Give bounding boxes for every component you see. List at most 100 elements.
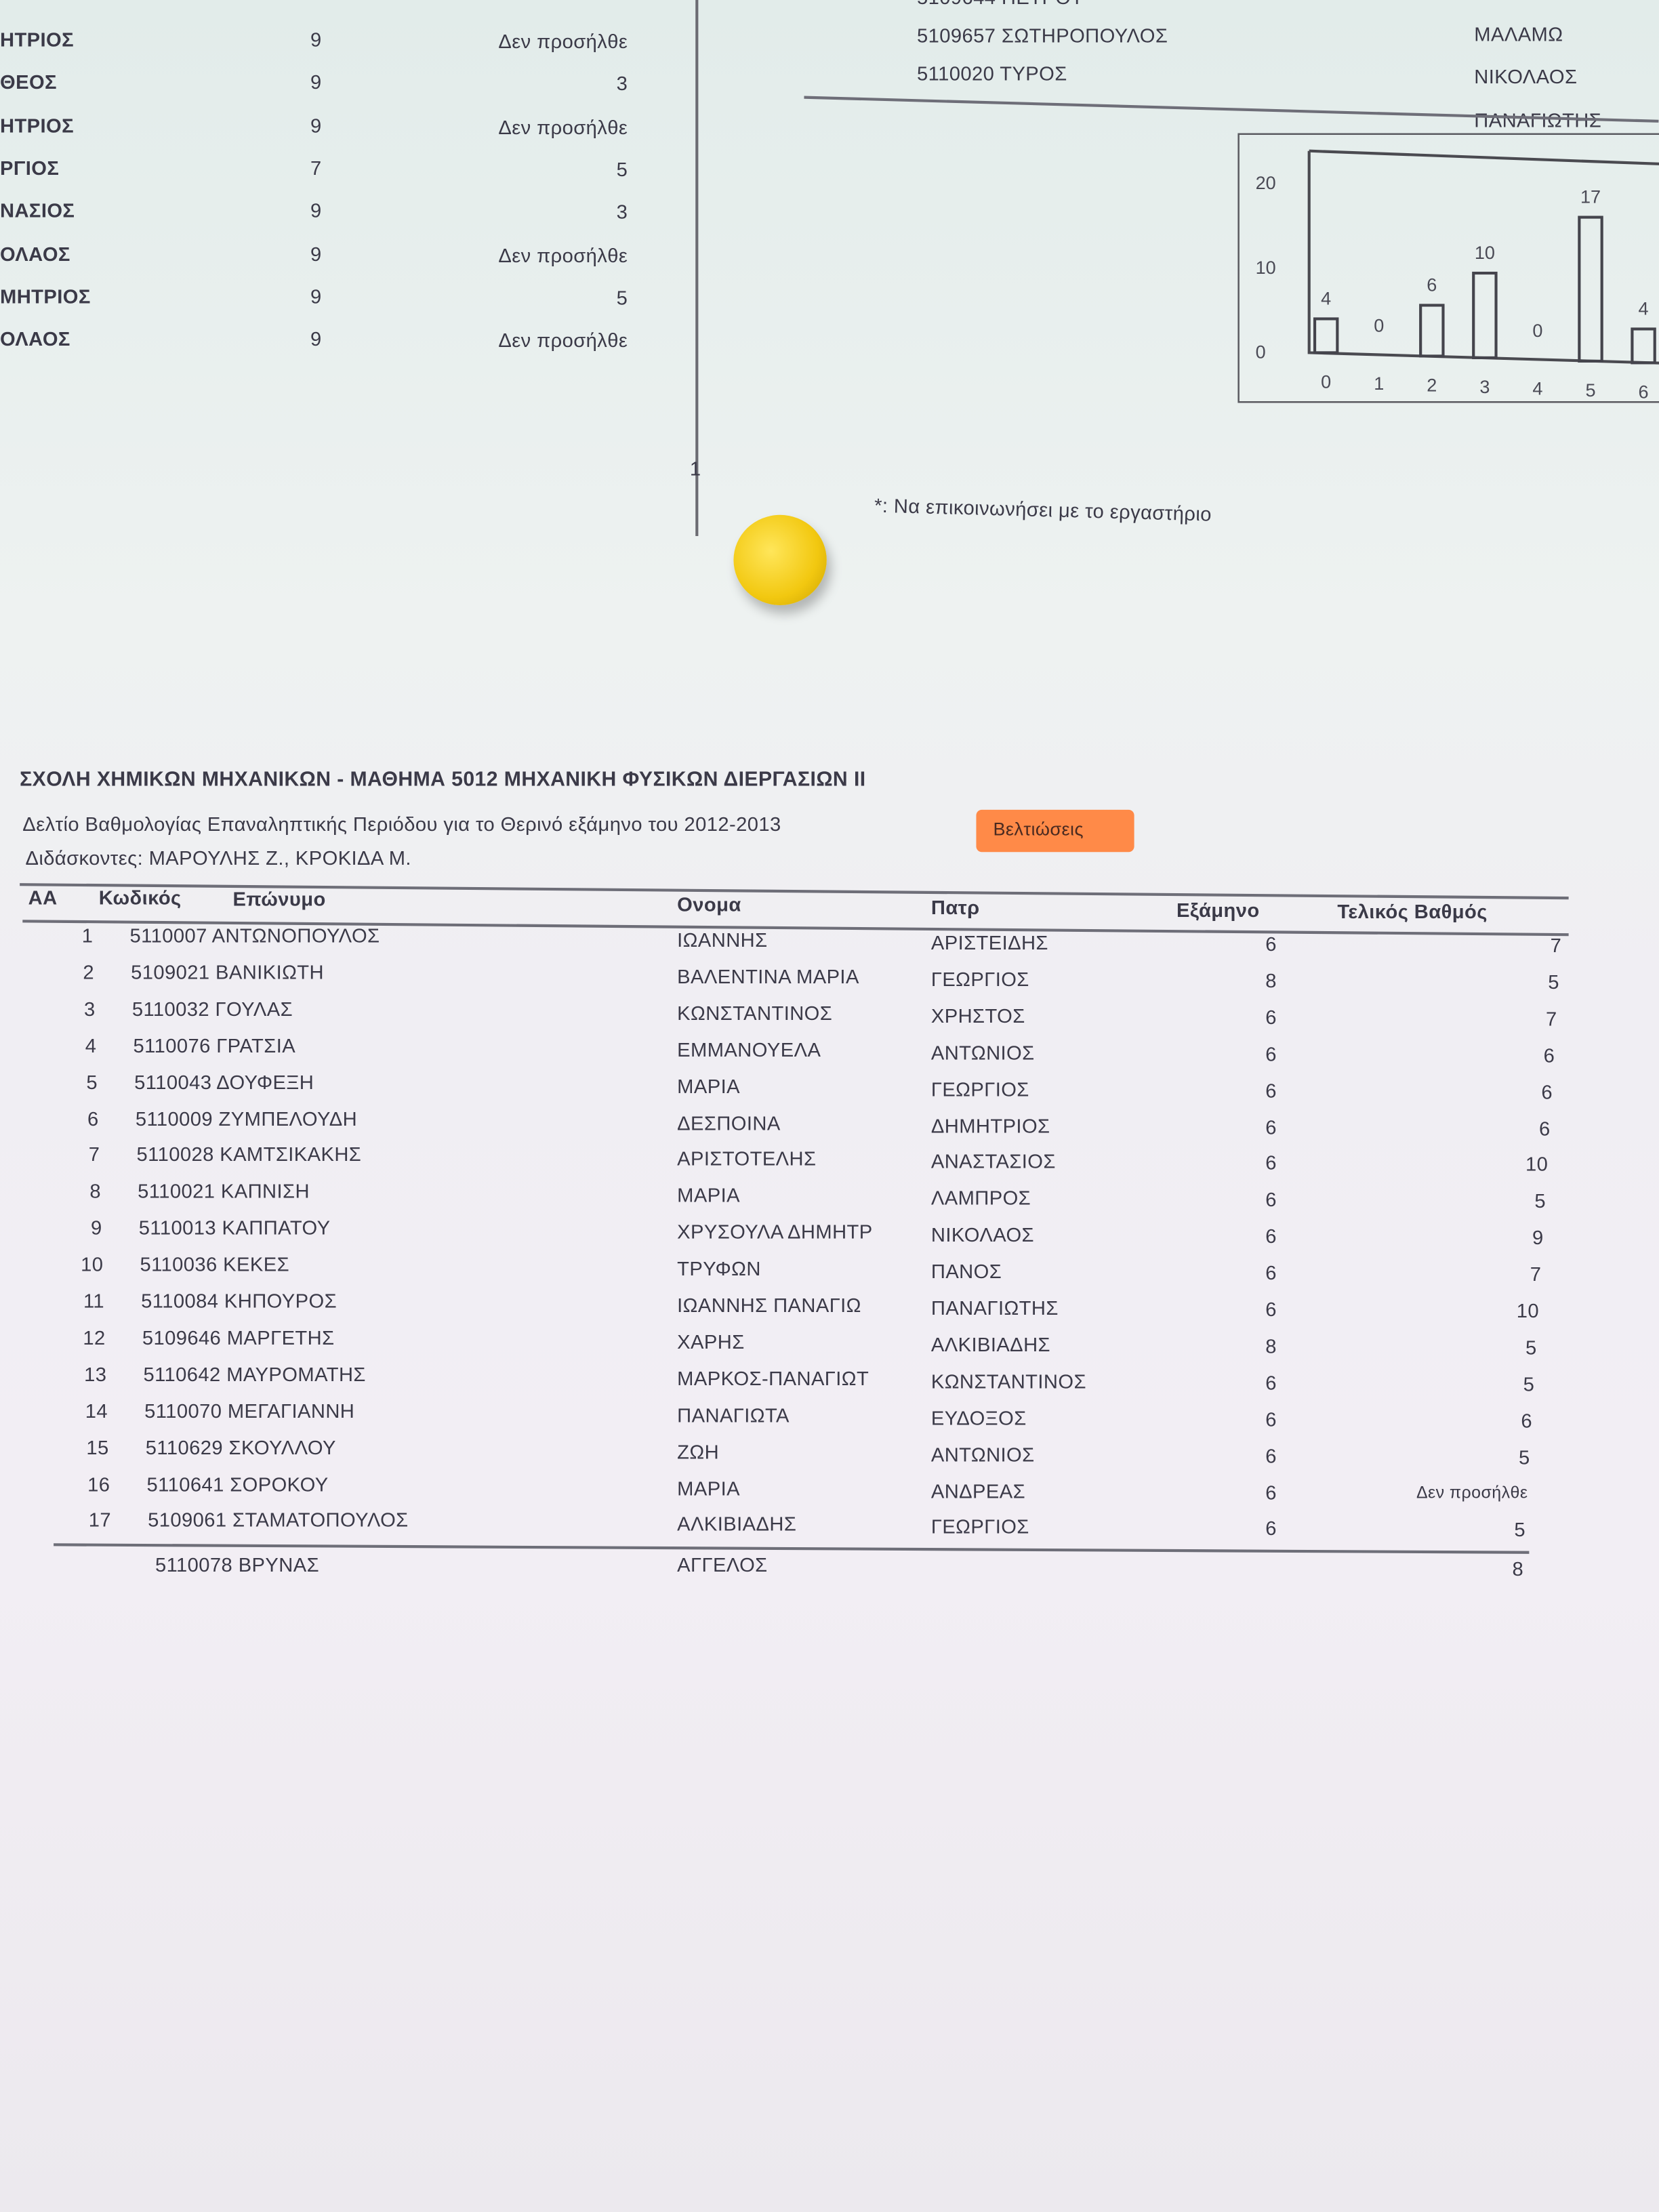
extra-row-final: 8 xyxy=(1512,1557,1524,1580)
row-patr: ΓΕΩΡΓΙΟΣ xyxy=(930,1515,1029,1538)
header-semester: Εξάμηνο xyxy=(1176,898,1260,922)
student-first-name: ΗΤΡΙΟΣ xyxy=(0,28,75,51)
row-final-grade: 5 xyxy=(1548,970,1559,994)
x-tick-label: 4 xyxy=(1532,378,1542,398)
row-aa: 10 xyxy=(81,1252,104,1275)
bar xyxy=(1419,304,1445,358)
row-aa: 1 xyxy=(81,924,94,947)
semester: 9 xyxy=(310,199,322,222)
row-name: ΑΛΚΙΒΙΑΔΗΣ xyxy=(677,1513,797,1536)
row-name: ΕΜΜΑΝΟΥΕΛΑ xyxy=(677,1038,821,1061)
row-name: ΠΑΝΑΓΙΩΤΑ xyxy=(677,1403,790,1426)
semester: 9 xyxy=(310,70,322,94)
y-tick-label: 10 xyxy=(1256,258,1276,278)
x-tick-label: 3 xyxy=(1479,377,1490,397)
x-tick-label: 5 xyxy=(1585,380,1595,401)
semester: 9 xyxy=(310,113,322,137)
row-final-grade: 5 xyxy=(1519,1445,1530,1469)
row-code-surname: 5109061 ΣΤΑΜΑΤΟΠΟΥΛΟΣ xyxy=(148,1509,409,1532)
row-name: ΧΡΥΣΟΥΛΑ ΔΗΜΗΤΡ xyxy=(677,1220,873,1244)
row-code-surname: 5109021 ΒΑΝΙΚΙΩΤΗ xyxy=(131,960,324,983)
row-patr: ΑΝΔΡΕΑΣ xyxy=(930,1479,1026,1502)
row-semester: 6 xyxy=(1265,1407,1277,1431)
x-tick-label: 1 xyxy=(1374,373,1384,394)
row-final-grade: 6 xyxy=(1541,1080,1553,1103)
x-tick-label: 6 xyxy=(1639,382,1649,402)
row-patr: ΑΡΙΣΤΕΙΔΗΣ xyxy=(930,930,1048,954)
table-bottom-rule xyxy=(54,1543,1530,1554)
row-semester: 6 xyxy=(1265,1517,1277,1540)
row-aa: 16 xyxy=(87,1472,110,1495)
row-aa: 2 xyxy=(83,960,95,983)
bar-value-label: 0 xyxy=(1532,321,1542,341)
student-first-name: ΘΕΟΣ xyxy=(0,70,57,94)
grade: 3 xyxy=(616,72,628,96)
yellow-pushpin xyxy=(733,514,827,606)
row-name: ΙΩΑΝΝΗΣ xyxy=(677,928,768,951)
row-code-surname: 5110084 ΚΗΠΟΥΡΟΣ xyxy=(141,1289,337,1312)
grade: Δεν προσήλθε xyxy=(498,329,628,352)
header-name: Ονομα xyxy=(677,893,741,916)
bar-value-label: 4 xyxy=(1321,289,1331,309)
page-marker: 1 xyxy=(689,457,701,480)
row-aa: 4 xyxy=(85,1033,97,1057)
row-code-surname: 5110641 ΣΟΡΟΚΟΥ xyxy=(146,1472,329,1495)
bar-value-label: 10 xyxy=(1475,243,1495,263)
extra-row-name: ΑΓΓΕΛΟΣ xyxy=(677,1553,768,1576)
bar-value-label: 4 xyxy=(1639,299,1649,319)
row-aa: 5 xyxy=(86,1070,98,1093)
row-patr: ΠΑΝΟΣ xyxy=(930,1260,1002,1283)
row-patr: ΑΛΚΙΒΙΑΔΗΣ xyxy=(930,1332,1050,1356)
student: 5109657 ΣΩΤΗΡΟΠΟΥΛΟΣ xyxy=(917,24,1168,47)
grade: Δεν προσήλθε xyxy=(498,243,628,266)
row-aa: 9 xyxy=(91,1216,102,1240)
row-final-grade: 10 xyxy=(1525,1153,1549,1176)
student-first-name: ΝΑΣΙΟΣ xyxy=(0,199,75,222)
row-patr: ΓΕΩΡΓΙΟΣ xyxy=(930,1077,1029,1100)
row-patr: ΓΕΩΡΓΙΟΣ xyxy=(930,967,1029,991)
row-name: ΧΑΡΗΣ xyxy=(677,1330,745,1353)
footnote: *: Να επικοινωνήσει με το εργαστήριο xyxy=(874,493,1212,525)
semester: 9 xyxy=(310,241,322,265)
row-code-surname: 5110642 ΜΑΥΡΟΜΑΤΗΣ xyxy=(143,1362,366,1385)
header-aa: ΑΑ xyxy=(28,886,58,909)
header-final-grade: Τελικός Βαθμός xyxy=(1337,900,1488,923)
row-aa: 6 xyxy=(87,1107,99,1130)
row-semester: 6 xyxy=(1265,1261,1277,1284)
x-tick-label: 2 xyxy=(1427,375,1437,395)
bar xyxy=(1578,216,1603,363)
row-patr: ΑΝΤΩΝΙΟΣ xyxy=(930,1442,1035,1465)
student: 5110020 ΤΥΡΟΣ xyxy=(917,62,1067,85)
row-code-surname: 5110028 ΚΑΜΤΣΙΚΑΚΗΣ xyxy=(136,1143,362,1166)
y-tick-label: 0 xyxy=(1256,342,1266,363)
bar-value-label: 6 xyxy=(1427,275,1437,295)
first-name: ΜΑΛΑΜΩ xyxy=(1474,22,1563,45)
row-semester: 6 xyxy=(1265,1443,1277,1467)
row-final-grade: 10 xyxy=(1516,1299,1540,1322)
header-patr: Πατρ xyxy=(930,895,980,919)
sheet-edge xyxy=(695,0,698,537)
row-final-grade: 6 xyxy=(1521,1408,1533,1432)
row-patr: ΚΩΝΣΤΑΝΤΙΝΟΣ xyxy=(930,1369,1086,1393)
row-aa: 7 xyxy=(88,1143,100,1166)
header-surname: Επώνυμο xyxy=(232,887,326,910)
row-semester: 6 xyxy=(1265,1005,1277,1029)
y-tick-label: 20 xyxy=(1256,173,1276,193)
bar-value-label: 0 xyxy=(1374,316,1384,336)
bar-value-label: 17 xyxy=(1580,187,1601,207)
row-semester: 6 xyxy=(1265,1225,1277,1248)
row-code-surname: 5110076 ΓΡΑΤΣΙΑ xyxy=(133,1033,296,1057)
row-aa: 3 xyxy=(84,997,96,1020)
row-name: ΜΑΡΚΟΣ-ΠΑΝΑΓΙΩΤ xyxy=(677,1366,869,1389)
row-final-grade: 5 xyxy=(1514,1518,1525,1541)
bar xyxy=(1472,271,1498,359)
row-semester: 8 xyxy=(1265,1334,1277,1357)
row-name: ΜΑΡΙΑ xyxy=(677,1476,740,1499)
row-semester: 6 xyxy=(1265,1480,1277,1503)
row-name: ΑΡΙΣΤΟΤΕΛΗΣ xyxy=(677,1147,817,1170)
row-code-surname: 5110070 ΜΕΓΑΓΙΑΝΝΗ xyxy=(144,1399,355,1422)
row-semester: 6 xyxy=(1265,1151,1277,1174)
row-patr: ΑΝΤΩΝΙΟΣ xyxy=(930,1040,1035,1063)
row-name: ΤΡΥΦΩΝ xyxy=(677,1256,761,1280)
